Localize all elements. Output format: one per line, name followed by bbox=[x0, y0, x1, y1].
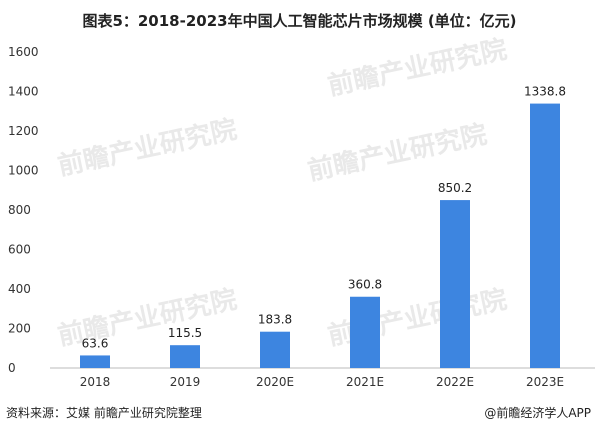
y-tick-label: 1400 bbox=[8, 85, 39, 99]
x-tick-label: 2023E bbox=[526, 375, 564, 389]
x-tick-label: 2019 bbox=[170, 375, 201, 389]
value-labels: 63.6 115.5 183.8 360.8 850.2 1338.8 bbox=[82, 85, 566, 351]
y-tick-label: 0 bbox=[8, 361, 16, 375]
x-tick-label: 2021E bbox=[346, 375, 384, 389]
watermark-text: 前瞻产业研究院 bbox=[325, 34, 509, 102]
source-note: 资料来源：艾媒 前瞻产业研究院整理 bbox=[6, 406, 202, 420]
y-tick-label: 1000 bbox=[8, 164, 39, 178]
y-tick-label: 200 bbox=[8, 322, 31, 336]
value-label: 850.2 bbox=[438, 181, 472, 195]
x-tick-label: 2018 bbox=[80, 375, 111, 389]
bar-2021E bbox=[350, 296, 380, 368]
y-tick-label: 400 bbox=[8, 282, 31, 296]
bar-series bbox=[80, 103, 560, 368]
bar-2019 bbox=[170, 345, 200, 368]
y-tick-label: 1600 bbox=[8, 45, 39, 59]
value-label: 183.8 bbox=[258, 313, 292, 327]
y-tick-label: 1200 bbox=[8, 124, 39, 138]
y-tick-label: 800 bbox=[8, 203, 31, 217]
bar-2018 bbox=[80, 355, 110, 368]
bar-2023E bbox=[530, 103, 560, 368]
bar-2020E bbox=[260, 331, 290, 368]
x-axis: 2018 2019 2020E 2021E 2022E 2023E bbox=[80, 375, 564, 389]
y-tick-label: 600 bbox=[8, 243, 31, 257]
y-axis: 0 200 400 600 800 1000 1200 1400 1600 bbox=[8, 45, 39, 375]
watermark-text: 前瞻产业研究院 bbox=[305, 119, 489, 187]
value-label: 115.5 bbox=[168, 326, 202, 340]
x-tick-label: 2022E bbox=[436, 375, 474, 389]
value-label: 1338.8 bbox=[524, 85, 566, 99]
value-label: 360.8 bbox=[348, 278, 382, 292]
watermark-text: 前瞻产业研究院 bbox=[55, 114, 239, 182]
x-tick-label: 2020E bbox=[256, 375, 294, 389]
chart-title: 图表5：2018-2023年中国人工智能芯片市场规模 (单位：亿元) bbox=[82, 12, 517, 30]
brand-note: @前瞻经济学人APP bbox=[484, 406, 591, 420]
value-label: 63.6 bbox=[82, 336, 109, 350]
bar-2022E bbox=[440, 200, 470, 368]
